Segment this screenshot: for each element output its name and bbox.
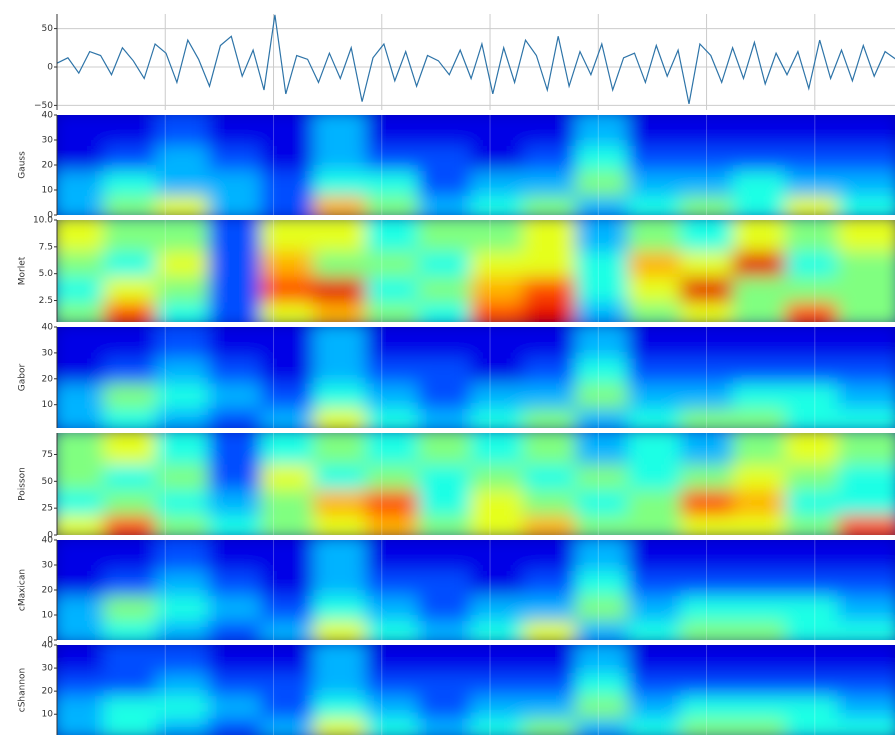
heatmap-cell bbox=[838, 427, 895, 465]
heatmap-cell bbox=[838, 321, 895, 358]
y-tick-label: 2.5 bbox=[39, 296, 53, 306]
heatmap-cells bbox=[51, 321, 895, 434]
heatmap bbox=[51, 639, 895, 735]
y-axis-label: cShannon bbox=[18, 668, 28, 713]
y-tick-label: 0 bbox=[47, 62, 53, 72]
y-axis-label: Morlet bbox=[18, 256, 28, 285]
y-tick-label: 20 bbox=[42, 374, 54, 384]
y-tick-label: 10 bbox=[42, 611, 54, 621]
y-axis-label: cMaxican bbox=[18, 569, 28, 611]
y-tick-label: 10.0 bbox=[33, 216, 53, 226]
y-tick-label: 40 bbox=[42, 536, 54, 546]
heatmap-cells bbox=[51, 109, 895, 221]
y-tick-label: 7.5 bbox=[39, 242, 53, 252]
heatmap-cells bbox=[51, 427, 895, 541]
y-tick-label: −50 bbox=[34, 101, 53, 111]
heatmap-cells bbox=[51, 639, 895, 735]
y-tick-label: 10 bbox=[42, 710, 54, 720]
y-tick-label: 40 bbox=[42, 641, 54, 651]
y-axis-label: Gabor bbox=[18, 364, 28, 392]
y-tick-label: 20 bbox=[42, 161, 54, 171]
y-tick-label: 75 bbox=[42, 450, 53, 460]
heatmap-cell bbox=[838, 109, 895, 146]
chart: −50050010203040Gauss2.55.07.510.0Morlet1… bbox=[0, 0, 895, 735]
heatmap bbox=[51, 214, 895, 328]
y-tick-label: 30 bbox=[42, 348, 54, 358]
y-tick-label: 40 bbox=[42, 111, 54, 121]
heatmap-cell bbox=[838, 214, 895, 252]
heatmap bbox=[51, 321, 895, 434]
heatmap bbox=[51, 109, 895, 221]
y-tick-label: 50 bbox=[42, 477, 54, 487]
y-tick-label: 5.0 bbox=[39, 269, 54, 279]
heatmap-cell bbox=[838, 534, 895, 571]
heatmap-cells bbox=[51, 534, 895, 646]
heatmap bbox=[51, 427, 895, 541]
y-tick-label: 20 bbox=[42, 586, 54, 596]
y-tick-label: 30 bbox=[42, 136, 54, 146]
heatmap bbox=[51, 534, 895, 646]
y-tick-label: 50 bbox=[42, 24, 54, 34]
y-tick-label: 30 bbox=[42, 561, 54, 571]
y-tick-label: 10 bbox=[42, 400, 54, 410]
heatmap-cell bbox=[838, 639, 895, 674]
y-axis-label: Poisson bbox=[18, 467, 28, 501]
heatmap-cells bbox=[51, 214, 895, 328]
y-tick-label: 10 bbox=[42, 186, 54, 196]
y-axis-label: Gauss bbox=[18, 151, 28, 179]
y-tick-label: 30 bbox=[42, 664, 54, 674]
y-tick-label: 25 bbox=[42, 504, 53, 514]
y-tick-label: 20 bbox=[42, 687, 54, 697]
y-tick-label: 40 bbox=[42, 323, 54, 333]
